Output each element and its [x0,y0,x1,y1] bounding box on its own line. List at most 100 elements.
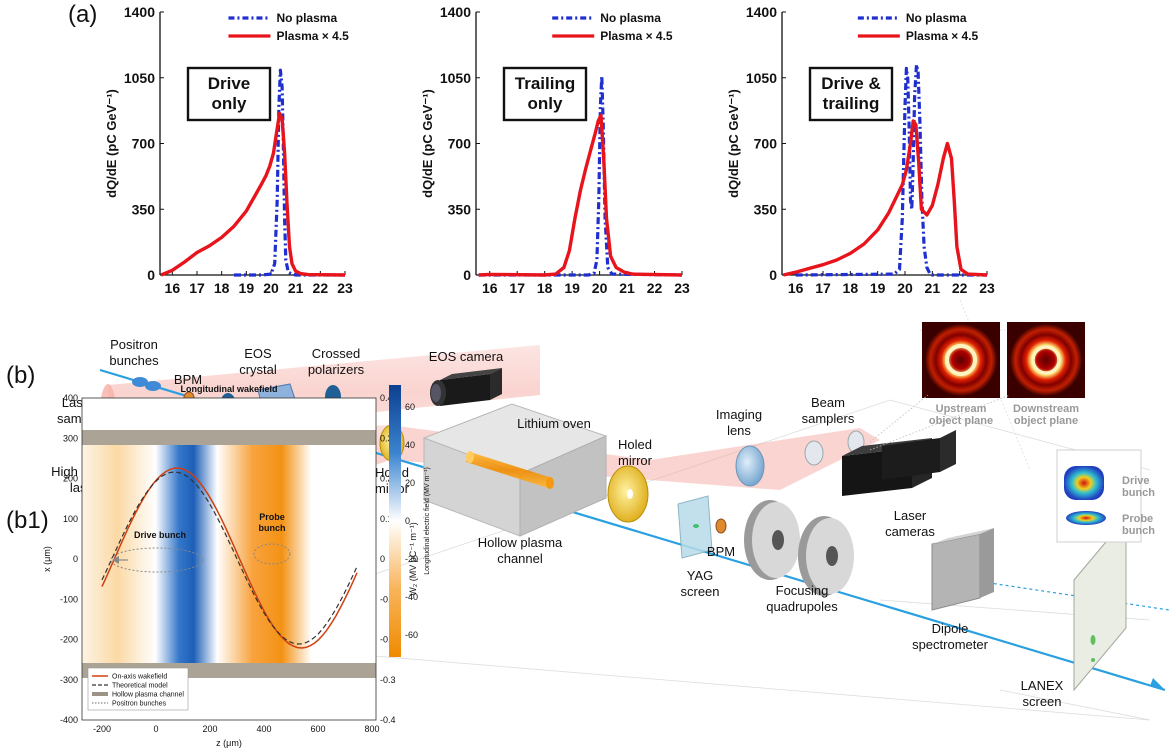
wake-x-tick: 800 [364,724,379,734]
x-tick-label: 20 [592,280,608,296]
y-axis-label: dQ/dE (pC GeV⁻¹) [420,89,435,198]
label-beam-samplers: Beam samplers [802,395,855,426]
wake-x-tick: 600 [310,724,325,734]
colorbar-tick: -40 [405,592,418,602]
wake-legend-entry: Theoretical model [112,683,168,690]
series-line-plasma [160,111,346,277]
wake-x-tick: -200 [93,724,111,734]
y-axis-label: dQ/dE (pC GeV⁻¹) [726,89,741,198]
label-dipole-spectrometer: Dipole spectrometer [912,621,989,652]
drive-direction-arrowhead [112,556,119,564]
wake-y-label: x (μm) [42,546,52,572]
y-tick-label: 350 [132,201,156,217]
wake-y2-tick: 0 [380,554,385,564]
colorbar-tick: 0 [405,516,410,526]
x-tick-label: 19 [870,280,886,296]
focusing-quadrupoles [744,500,854,596]
series-line-plasma [478,113,683,277]
label-lanex-screen: LANEX screen [1021,678,1064,709]
y-tick-label: 0 [147,267,155,283]
series-line-plasma [783,119,988,277]
legend-entry: No plasma [276,11,337,25]
label-eos-crystal: EOS crystal [239,346,277,377]
wake-legend-entry: Positron bunches [112,701,167,708]
wake-y2-tick: -0.3 [380,675,396,685]
wake-y-tick: 300 [63,433,78,443]
wake-drive-bunch-label: Drive bunch [134,530,186,540]
y-tick-label: 1050 [440,70,471,86]
lanex-screen [1073,516,1127,692]
colorbar-tick: 40 [405,440,415,450]
laser-cameras [842,430,956,496]
wake-y-tick: -400 [60,715,78,725]
series-line-no-plasma [234,68,345,277]
label-bpm: BPM [174,372,202,387]
wake-frame [81,397,377,721]
label-eos-camera: EOS camera [429,349,504,364]
legend-entry: Plasma × 4.5 [906,29,979,43]
wake-y-tick: 200 [63,474,78,484]
leader-lines [869,394,1011,451]
label-positron-bunches: Positron bunches [109,337,159,368]
wake-y2-tick: 0.1 [380,514,393,524]
on-axis-wakefield-curve [101,467,358,649]
label-imaging-lens: Imaging lens [716,407,762,438]
condition-label: only [212,94,247,113]
hollow-channel-upper [82,430,376,445]
wake-y-tick: 0 [73,554,78,564]
wake-legend-entry: Hollow plasma channel [112,692,184,699]
label-downstream: Downstream object plane [1013,403,1079,427]
label-bpm-2: BPM [707,544,735,559]
x-tick-label: 18 [843,280,859,296]
x-tick-label: 21 [288,280,304,296]
condition-label: Drive [208,74,251,93]
colorbar [389,385,401,657]
x-tick-label: 16 [788,280,804,296]
x-tick-label: 16 [482,280,498,296]
wake-title: Longitudinal wakefield [180,384,277,394]
y-tick-label: 700 [448,136,472,152]
y-tick-label: 350 [754,201,778,217]
beam-sampler-1 [804,440,824,466]
condition-label: Trailing [515,74,575,93]
wake-x-tick: 0 [153,724,158,734]
x-tick-label: 22 [313,280,329,296]
x-tick-label: 22 [647,280,663,296]
label-laser-cameras: Laser cameras [885,508,935,539]
wake-legend-entry: On-axis wakefield [112,674,167,681]
x-tick-label: 17 [815,280,831,296]
wake-y-tick: 100 [63,514,78,524]
legend-entry: No plasma [600,11,661,25]
legend-entry: Plasma × 4.5 [276,29,349,43]
y-tick-label: 700 [754,136,778,152]
wakefield-plot: Drive bunch Probe bunch Longitudinal wakefi… [42,384,431,748]
probe-bunch-outline [253,543,291,565]
wake-y2-tick: 0.2 [380,474,393,484]
hollow-plasma-channel [466,451,554,489]
x-tick-label: 21 [925,280,941,296]
colorbar-tick: -20 [405,554,418,564]
x-tick-label: 18 [214,280,230,296]
colorbar-label: Longitudinal electric field (MV m⁻¹) [424,467,431,575]
x-tick-label: 23 [337,280,353,296]
x-tick-label: 19 [239,280,255,296]
legend-entry: No plasma [906,11,967,25]
wake-x-label: z (μm) [216,738,242,748]
panel-b-label: (b) [6,362,35,389]
wake-y2-tick: -0.2 [380,635,396,645]
positron-bunch-2 [145,381,161,391]
y-axis-label: dQ/dE (pC GeV⁻¹) [104,89,119,198]
x-tick-label: 20 [897,280,913,296]
wake-probe-bunch-label: Probe bunch [259,512,286,533]
condition-label: only [528,94,563,113]
label-holed-mirror-2: Holed mirror [618,437,653,468]
wake-y2-tick: -0.1 [380,594,396,604]
chart-3: 16 17 18 19 20 21 22 23 0 350 700 1050 1400 dQ/dE (pC… [726,4,995,296]
x-tick-label: 19 [564,280,580,296]
y-tick-label: 350 [448,201,472,217]
colorbar-tick: -60 [405,630,418,640]
y-tick-label: 700 [132,136,156,152]
x-tick-label: 23 [674,280,690,296]
x-tick-label: 20 [263,280,279,296]
y-tick-label: 1400 [440,4,471,20]
